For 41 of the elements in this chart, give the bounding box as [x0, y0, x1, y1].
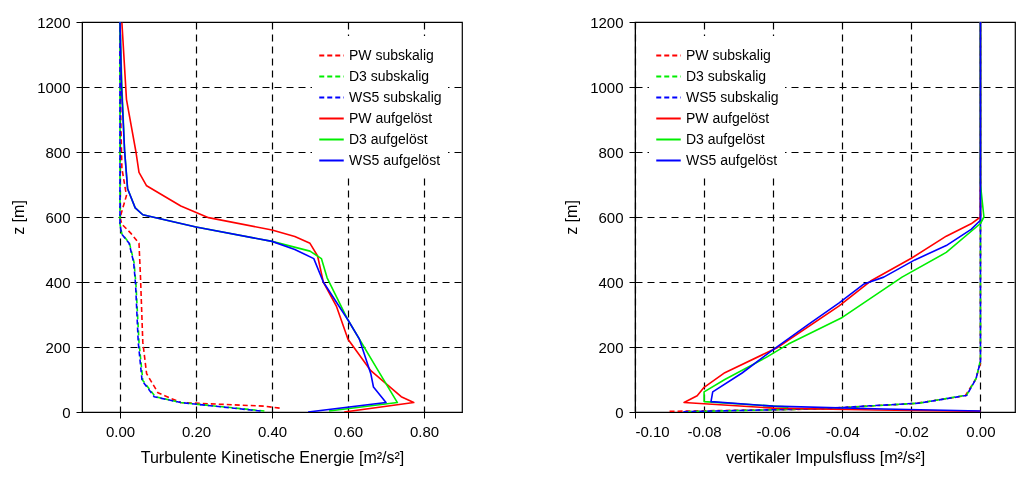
y-tick-label: 1000 — [590, 78, 624, 96]
y-tick-label: 0 — [62, 403, 71, 421]
legend-label: WS5 aufgelöst — [349, 151, 441, 168]
y-tick-label: 800 — [45, 143, 71, 161]
x-tick-label: 0.60 — [333, 422, 364, 440]
y-axis-title: z [m] — [10, 200, 28, 235]
legend-label: D3 subskalig — [686, 67, 767, 84]
legend-label: D3 aufgelöst — [349, 130, 428, 147]
y-tick-label: 600 — [45, 208, 71, 226]
x-axis-title: Turbulente Kinetische Energie [m²/s²] — [140, 448, 405, 466]
y-tick-label: 1000 — [37, 78, 71, 96]
legend-label: WS5 aufgelöst — [686, 151, 778, 168]
legend-label: PW aufgelöst — [686, 109, 770, 126]
y-tick-label: 200 — [45, 338, 71, 356]
x-tick-label: -0.08 — [687, 422, 722, 440]
y-tick-label: 1200 — [37, 13, 71, 31]
x-tick-label: -0.06 — [756, 422, 791, 440]
x-tick-label: 0.20 — [181, 422, 212, 440]
x-axis-title: vertikaler Impulsfluss [m²/s²] — [725, 448, 926, 466]
x-tick-label: -0.10 — [635, 422, 670, 440]
y-tick-label: 400 — [45, 273, 71, 291]
x-tick-label: 0.80 — [409, 422, 440, 440]
legend-label: PW subskalig — [686, 46, 771, 63]
y-tick-label: 800 — [598, 143, 624, 161]
x-tick-label: 0.00 — [105, 422, 136, 440]
y-tick-label: 1200 — [590, 13, 624, 31]
legend-label: D3 subskalig — [349, 67, 430, 84]
y-tick-label: 200 — [598, 338, 624, 356]
y-tick-label: 600 — [598, 208, 624, 226]
legend-label: D3 aufgelöst — [686, 130, 765, 147]
x-tick-label: -0.02 — [894, 422, 929, 440]
x-tick-label: 0.00 — [966, 422, 996, 440]
y-tick-label: 0 — [615, 403, 624, 421]
legend-label: PW aufgelöst — [349, 109, 433, 126]
legend-label: PW subskalig — [349, 46, 434, 63]
x-tick-label: -0.04 — [825, 422, 860, 440]
x-tick-label: 0.40 — [257, 422, 288, 440]
legend-label: WS5 subskalig — [349, 88, 442, 105]
y-tick-label: 400 — [598, 273, 624, 291]
legend-label: WS5 subskalig — [686, 88, 779, 105]
y-axis-title: z [m] — [563, 200, 581, 235]
